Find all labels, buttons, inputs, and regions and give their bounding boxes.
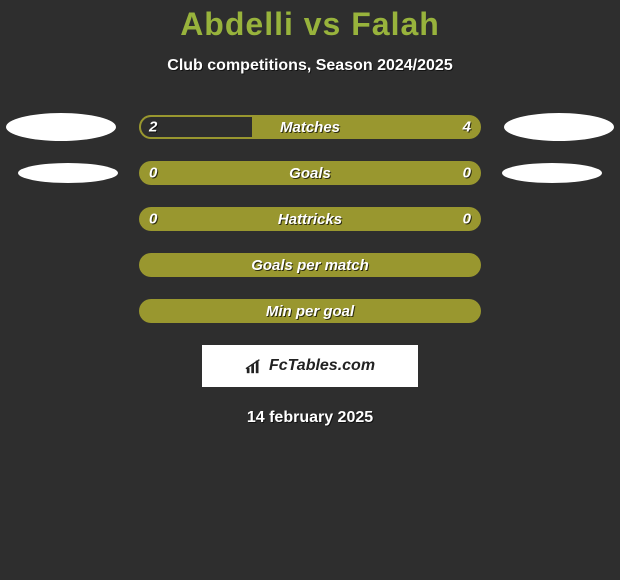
subtitle: Club competitions, Season 2024/2025 — [0, 57, 620, 75]
stat-rows: 2 Matches 4 0 Goals 0 0 Hattricks 0 Goals per mat… — [0, 115, 620, 323]
stat-bar: Goals per match — [139, 253, 481, 277]
stat-bar: 2 Matches 4 — [139, 115, 481, 139]
stat-value-left: 0 — [149, 165, 157, 182]
stat-label: Goals per match — [251, 257, 369, 274]
player-ellipse-right — [504, 113, 614, 141]
stat-bar: 0 Goals 0 — [139, 161, 481, 185]
stat-label: Min per goal — [266, 303, 354, 320]
stat-row: 0 Goals 0 — [0, 161, 620, 185]
chart-icon — [245, 357, 263, 375]
stat-value-right: 0 — [463, 165, 471, 182]
stat-label: Hattricks — [278, 211, 342, 228]
stat-row: Goals per match — [0, 253, 620, 277]
stat-label: Matches — [280, 119, 340, 136]
stat-bar: 0 Hattricks 0 — [139, 207, 481, 231]
stat-row: 0 Hattricks 0 — [0, 207, 620, 231]
logo-box[interactable]: FcTables.com — [202, 345, 418, 387]
player-ellipse-left — [6, 113, 116, 141]
stat-label: Goals — [289, 165, 331, 182]
page-title: Abdelli vs Falah — [0, 6, 620, 43]
stat-row: Min per goal — [0, 299, 620, 323]
stat-bar: Min per goal — [139, 299, 481, 323]
player-ellipse-right — [502, 163, 602, 183]
logo-text: FcTables.com — [269, 357, 375, 375]
stat-value-right: 0 — [463, 211, 471, 228]
comparison-widget: Abdelli vs Falah Club competitions, Seas… — [0, 0, 620, 427]
date-text: 14 february 2025 — [0, 409, 620, 427]
stat-row: 2 Matches 4 — [0, 115, 620, 139]
player-ellipse-left — [18, 163, 118, 183]
stat-value-left: 0 — [149, 211, 157, 228]
stat-value-right: 4 — [463, 119, 471, 136]
stat-value-left: 2 — [149, 119, 157, 136]
